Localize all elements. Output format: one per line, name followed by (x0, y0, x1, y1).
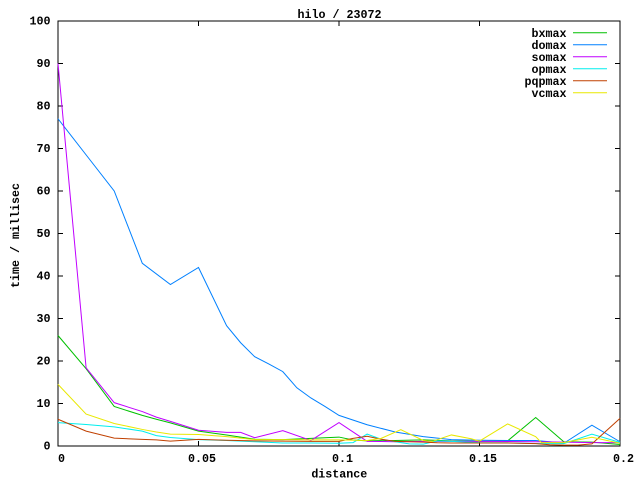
svg-text:time / millisec: time / millisec (9, 183, 23, 288)
svg-text:somax: somax (532, 51, 567, 65)
svg-text:90: 90 (37, 57, 51, 71)
svg-text:30: 30 (37, 312, 51, 326)
svg-text:0: 0 (44, 439, 51, 453)
svg-text:0.15: 0.15 (469, 452, 497, 466)
svg-text:domax: domax (532, 39, 567, 53)
svg-text:80: 80 (37, 99, 51, 113)
svg-text:opmax: opmax (532, 63, 567, 77)
svg-text:20: 20 (37, 354, 51, 368)
svg-text:vcmax: vcmax (532, 87, 567, 101)
svg-text:100: 100 (30, 14, 51, 28)
svg-text:50: 50 (37, 227, 51, 241)
svg-text:bxmax: bxmax (532, 27, 567, 41)
svg-text:0.1: 0.1 (332, 452, 353, 466)
svg-text:hilo / 23072: hilo / 23072 (298, 8, 382, 22)
svg-text:0.05: 0.05 (188, 452, 216, 466)
svg-text:40: 40 (37, 269, 51, 283)
svg-text:0.2: 0.2 (613, 452, 634, 466)
svg-text:distance: distance (311, 467, 367, 480)
svg-text:60: 60 (37, 184, 51, 198)
svg-text:0: 0 (58, 452, 65, 466)
svg-text:10: 10 (37, 397, 51, 411)
svg-text:pqpmax: pqpmax (525, 75, 567, 89)
svg-text:70: 70 (37, 142, 51, 156)
